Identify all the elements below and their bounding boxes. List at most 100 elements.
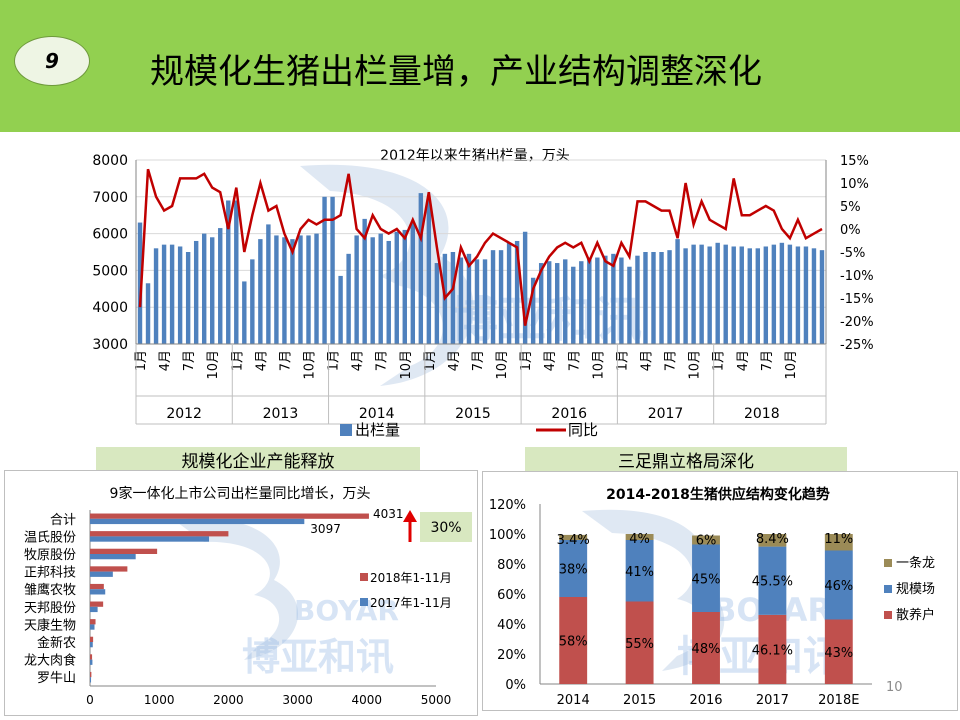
x-month-tick: 4月 <box>639 350 654 371</box>
output-bar <box>234 200 239 344</box>
data-label: 3097 <box>310 522 341 536</box>
x-year-label: 2012 <box>166 406 202 422</box>
segment-label: 6% <box>696 534 717 549</box>
stack-segment <box>692 544 720 612</box>
output-bar <box>731 246 736 344</box>
segment-label: 45.5% <box>752 575 793 590</box>
legend-swatch-output <box>340 424 352 436</box>
output-bar <box>290 239 295 344</box>
x-tick: 0 <box>86 693 94 707</box>
x-month-tick: 10月 <box>784 350 799 380</box>
output-bar <box>474 259 480 344</box>
segment-label: 55% <box>625 637 654 652</box>
bar-2018 <box>90 531 229 537</box>
x-year-label: 2017 <box>648 406 684 422</box>
segment-label: 38% <box>559 563 588 578</box>
output-bar <box>201 233 207 344</box>
bar-2017 <box>90 642 93 648</box>
output-bar <box>595 257 600 344</box>
category-label: 雏鹰农牧 <box>24 582 76 598</box>
stack-segment <box>758 534 787 547</box>
output-bar <box>185 252 191 344</box>
bar-2017 <box>90 518 305 525</box>
growth-annotation-box <box>420 512 472 542</box>
y-tick: 120% <box>489 498 526 513</box>
x-month-tick: 4月 <box>736 350 751 371</box>
stack-segment <box>824 550 853 620</box>
stack-segment <box>559 540 588 597</box>
stack-segment <box>758 546 787 615</box>
output-bar <box>715 242 720 344</box>
y-right-tick: -15% <box>840 292 874 307</box>
legend-label-2017: 2017年1-11月 <box>370 596 452 610</box>
output-bar <box>298 235 303 344</box>
output-bar <box>755 248 761 344</box>
stack-segment <box>625 534 654 540</box>
output-bar <box>450 252 456 344</box>
output-bar <box>611 253 616 344</box>
legend-swatch-2017 <box>360 598 368 606</box>
y-tick: 80% <box>497 558 526 573</box>
stack-segment <box>625 540 654 602</box>
x-month-tick: 1月 <box>519 350 534 371</box>
stack-segment <box>758 614 787 684</box>
legend-label-2018: 2018年1-11月 <box>370 571 452 585</box>
x-month-tick: 4月 <box>543 350 558 371</box>
watermark-cn-2: 博亚和讯 <box>242 635 394 679</box>
category-label: 正邦科技 <box>24 566 76 581</box>
segment-label: 58% <box>559 635 588 650</box>
output-bar <box>322 196 327 344</box>
output-bar <box>410 222 416 344</box>
watermark-en: BOYAR <box>294 594 399 627</box>
legend-label: 一条龙 <box>896 555 935 571</box>
y-left-tick: 4000 <box>92 300 128 316</box>
y-tick: 40% <box>497 618 526 633</box>
output-bar <box>619 257 624 344</box>
category-label: 天邦股份 <box>24 601 76 616</box>
output-bar <box>250 259 255 344</box>
bar-2018 <box>90 654 93 660</box>
stack-segment <box>625 601 654 684</box>
slide-title: 规模化生猪出栏量增，产业结构调整深化 <box>150 52 762 92</box>
x-month-tick: 7月 <box>375 350 390 371</box>
y-left-tick: 7000 <box>92 190 128 206</box>
y-right-tick: 5% <box>840 200 861 215</box>
x-month-tick: 1月 <box>327 350 342 371</box>
output-bar <box>779 242 785 344</box>
bar-2017 <box>90 624 95 630</box>
bar-2018 <box>90 636 94 642</box>
data-label: 4031 <box>373 507 404 521</box>
legend-label-yoy: 同比 <box>568 421 598 439</box>
y-tick: 20% <box>497 648 526 663</box>
stack-segment <box>692 612 720 684</box>
bar-2017 <box>90 677 92 683</box>
output-bar <box>426 200 432 344</box>
x-year-label: 2015 <box>455 406 491 422</box>
chart-title-3: 2014-2018生猪供应结构变化趋势 <box>606 486 830 503</box>
category-label: 牧原股份 <box>24 548 76 563</box>
x-tick: 2018E <box>818 693 859 708</box>
output-bar <box>763 246 769 344</box>
output-bar <box>795 246 801 344</box>
y-right-tick: -10% <box>840 269 874 284</box>
output-bar <box>667 250 672 344</box>
y-left-tick: 6000 <box>92 227 128 243</box>
stack-segment <box>559 534 588 540</box>
bar-2017 <box>90 589 106 595</box>
output-bar <box>771 244 777 344</box>
output-bar <box>579 261 584 344</box>
output-bar <box>506 242 512 344</box>
output-bar <box>394 231 399 344</box>
watermark-2: BOYAR 博亚和讯 <box>174 518 399 679</box>
output-bar <box>346 253 351 344</box>
y-right-tick: -5% <box>840 246 865 261</box>
x-month-tick: 4月 <box>351 350 366 371</box>
legend-label: 规模场 <box>896 582 935 597</box>
output-bar <box>739 246 744 344</box>
segment-label: 4% <box>629 532 650 547</box>
output-bar <box>466 253 472 344</box>
output-bar <box>747 248 752 344</box>
x-month-tick: 7月 <box>567 350 582 371</box>
y-tick: 100% <box>489 528 526 543</box>
up-arrow-icon <box>403 510 417 542</box>
